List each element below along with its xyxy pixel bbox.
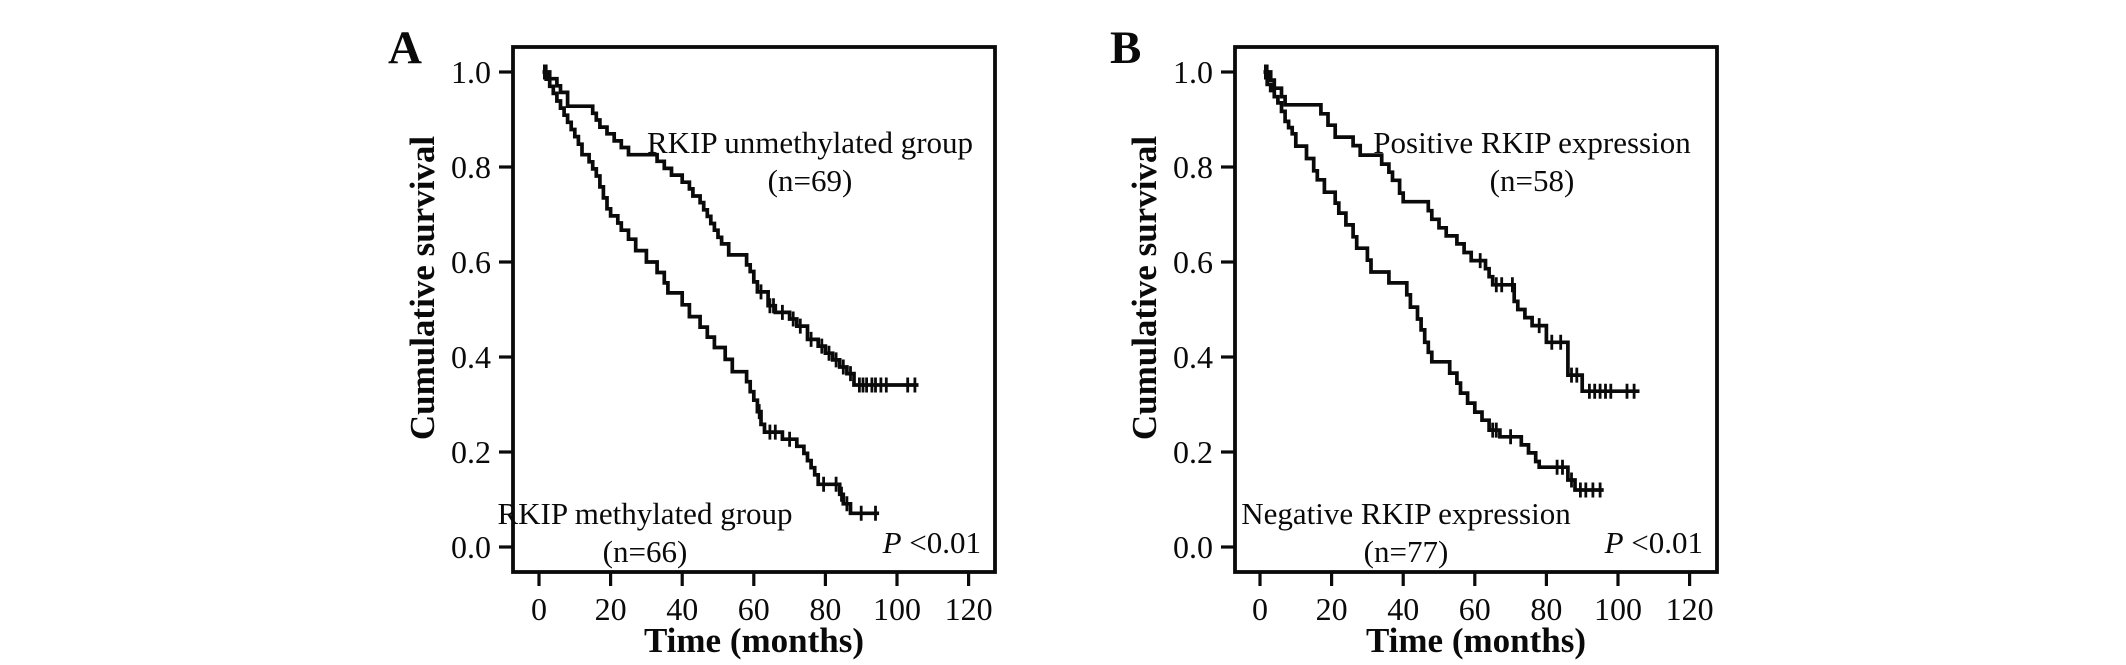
y-tick-label: 0.2: [451, 434, 491, 470]
x-axis-title: Time (months): [1366, 621, 1586, 660]
y-tick-label: 0.8: [451, 149, 491, 185]
p-value-symbol: P: [882, 525, 902, 560]
x-tick-label: 40: [666, 591, 698, 627]
y-tick-label: 0.2: [1173, 434, 1213, 470]
survival-curve-positive-rkip-expression: [1263, 70, 1640, 394]
survival-curve-rkip-unmethylated-group: [542, 70, 919, 387]
x-tick-label: 100: [873, 591, 921, 627]
y-tick-label: 0.0: [1173, 529, 1213, 565]
survival-curve-rkip-methylated-group: [542, 70, 880, 516]
x-axis-title: Time (months): [644, 621, 864, 660]
series-n-label-rkip-unmethylated-group: (n=69): [768, 163, 853, 198]
x-tick-label: 80: [1530, 591, 1562, 627]
y-tick-label: 0.8: [1173, 149, 1213, 185]
y-tick-label: 1.0: [1173, 54, 1213, 90]
x-tick-label: 100: [1594, 591, 1642, 627]
y-tick-label: 0.4: [1173, 339, 1213, 375]
censor-marks-rkip-methylated-group: [543, 64, 877, 521]
p-value-symbol: P: [1604, 525, 1624, 560]
series-label-negative-rkip-expression: Negative RKIP expression: [1241, 496, 1571, 531]
x-tick-label: 0: [1252, 591, 1268, 627]
y-tick-label: 1.0: [451, 54, 491, 90]
series-label-positive-rkip-expression: Positive RKIP expression: [1373, 125, 1691, 160]
censor-marks-negative-rkip-expression: [1264, 64, 1602, 498]
censor-marks-rkip-unmethylated-group: [544, 64, 917, 393]
panel-a: A 1.0 0.8 0.6 0.4 0.2 0.0 0 20 40 60 80 100 120 Time (…: [388, 22, 997, 660]
y-axis-title: Cumulative survival: [403, 136, 442, 441]
x-tick-label: 60: [1459, 591, 1491, 627]
panel-letter-b: B: [1110, 22, 1141, 74]
panel-b: B 1.0 0.8 0.6 0.4 0.2 0.0 0 20 40 60 80 100 120 Time (…: [1110, 22, 1719, 660]
series-n-label-negative-rkip-expression: (n=77): [1364, 534, 1449, 569]
x-tick-label: 20: [595, 591, 627, 627]
y-tick-label: 0.0: [451, 529, 491, 565]
x-tick-label: 20: [1316, 591, 1348, 627]
y-tick-label: 0.4: [451, 339, 491, 375]
series-label-rkip-unmethylated-group: RKIP unmethylated group: [647, 125, 973, 160]
p-value-threshold: <0.01: [1624, 525, 1703, 560]
panel-letter-a: A: [388, 22, 422, 74]
survival-curve-negative-rkip-expression: [1263, 70, 1604, 492]
y-tick-label: 0.6: [1173, 244, 1213, 280]
x-tick-label: 120: [945, 591, 993, 627]
p-value-label: P <0.01: [882, 525, 981, 560]
x-tick-label: 80: [809, 591, 841, 627]
series-n-label-rkip-methylated-group: (n=66): [603, 534, 688, 569]
p-value-threshold: <0.01: [902, 525, 981, 560]
x-tick-label: 60: [738, 591, 770, 627]
series-label-rkip-methylated-group: RKIP methylated group: [497, 496, 792, 531]
x-tick-label: 0: [531, 591, 547, 627]
y-tick-label: 0.6: [451, 244, 491, 280]
p-value-label: P <0.01: [1604, 525, 1703, 560]
series-n-label-positive-rkip-expression: (n=58): [1490, 163, 1575, 198]
x-tick-label: 40: [1387, 591, 1419, 627]
y-axis-title: Cumulative survival: [1125, 136, 1164, 441]
x-tick-label: 120: [1666, 591, 1714, 627]
